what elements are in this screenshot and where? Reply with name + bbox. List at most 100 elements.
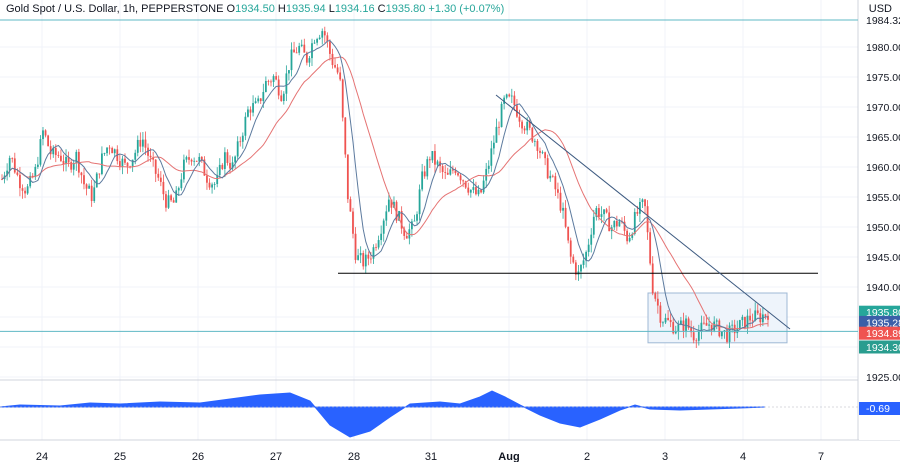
candle-body (492, 142, 495, 149)
candle-body (262, 91, 265, 102)
candle-body (300, 44, 303, 46)
price-tick-label: 1970.00 (866, 102, 900, 114)
candle-body (159, 177, 162, 182)
candle-body (764, 314, 767, 316)
price-tag-text: 1934.89 (866, 328, 900, 340)
fast-ma-line (1, 39, 769, 332)
candle-body (326, 35, 329, 42)
candle-body (444, 172, 447, 173)
candle-body (118, 161, 121, 167)
candle-body (303, 44, 306, 53)
candle-body (282, 93, 285, 101)
candle-body (554, 176, 557, 190)
price-tick-label: 1955.00 (866, 192, 900, 204)
candle-body (664, 317, 667, 323)
candle-body (644, 199, 646, 207)
candle-body (446, 172, 449, 175)
candle-body (308, 58, 311, 63)
candle-body (60, 155, 62, 161)
candle-body (590, 234, 593, 245)
candle-body (339, 72, 342, 80)
candle-body (180, 179, 183, 189)
price-axis[interactable]: 1984.321925.001930.001935.001940.001945.… (859, 0, 900, 440)
candle-body (697, 331, 700, 341)
candle-body (451, 169, 454, 171)
candle-body (336, 67, 339, 73)
candle-body (403, 228, 406, 236)
candle-body (131, 159, 134, 167)
candle-body (549, 175, 552, 179)
candle-body (662, 322, 664, 324)
candle-body (147, 147, 149, 156)
candle-body (182, 159, 185, 180)
symbol-name: Gold Spot / U.S. Dollar, 1h, PEPPERSTONE (6, 3, 224, 15)
candle-body (47, 135, 50, 147)
candle-body (603, 209, 605, 215)
candle-body (582, 260, 585, 265)
candle-body (726, 330, 728, 342)
candle-body (672, 322, 675, 334)
candle-body (413, 220, 416, 222)
candle-body (398, 211, 400, 221)
candle-body (692, 332, 695, 341)
candle-body (759, 313, 762, 323)
candle-body (167, 195, 170, 208)
time-axis[interactable]: 24 25 26 27 28 31 Aug 2 3 4 7 (36, 451, 824, 462)
candle-body (393, 201, 395, 208)
candle-body (654, 293, 657, 299)
candle-body (428, 159, 431, 161)
price-tag-bg (859, 340, 900, 354)
candle-body (498, 126, 500, 128)
candle-body (754, 310, 757, 321)
candle-body (36, 164, 39, 167)
price-tick-label: 1960.00 (866, 162, 900, 174)
candle-body (410, 221, 413, 230)
candle-body (16, 172, 19, 175)
price-tick-label: 1975.00 (866, 72, 900, 84)
candle-body (39, 139, 42, 165)
candle-body (385, 211, 388, 221)
candle-body (157, 173, 160, 178)
candle-body (646, 206, 649, 233)
candle-body (613, 220, 616, 228)
oscillator-tag-bg (859, 402, 900, 415)
candle-body (111, 147, 114, 154)
candle-body (551, 175, 554, 177)
candle-body (229, 162, 231, 169)
candle-body (206, 175, 208, 183)
candle-body (290, 49, 293, 71)
candle-body (580, 264, 582, 272)
candle-body (421, 171, 424, 190)
candle-body (405, 235, 408, 239)
candle-body (270, 81, 272, 83)
candle-body (175, 190, 178, 203)
candle-body (190, 159, 193, 162)
candle-body (464, 181, 467, 188)
candle-body (252, 103, 254, 113)
slow-ma-line (1, 56, 769, 330)
candle-body (103, 153, 106, 154)
candle-body (572, 256, 575, 263)
price-tick-label: 1965.00 (866, 132, 900, 144)
candle-body (490, 148, 493, 166)
candle-body (541, 152, 544, 154)
candle-body (221, 164, 224, 169)
candle-body (416, 214, 418, 221)
candle-body (536, 140, 539, 151)
candle-body (247, 109, 249, 117)
candle-body (449, 169, 452, 175)
candle-body (295, 52, 298, 54)
range-box (647, 292, 788, 344)
candle-body (687, 318, 690, 328)
candle-body (344, 117, 347, 155)
price-tick-label: 1980.00 (866, 42, 900, 54)
candle-body (510, 95, 513, 97)
candle-body (518, 116, 521, 122)
candle-body (487, 165, 490, 169)
candle-body (313, 42, 316, 44)
close-label: C (377, 3, 386, 15)
candle-body (533, 140, 536, 142)
candle-body (362, 253, 365, 267)
candle-body (90, 185, 93, 202)
